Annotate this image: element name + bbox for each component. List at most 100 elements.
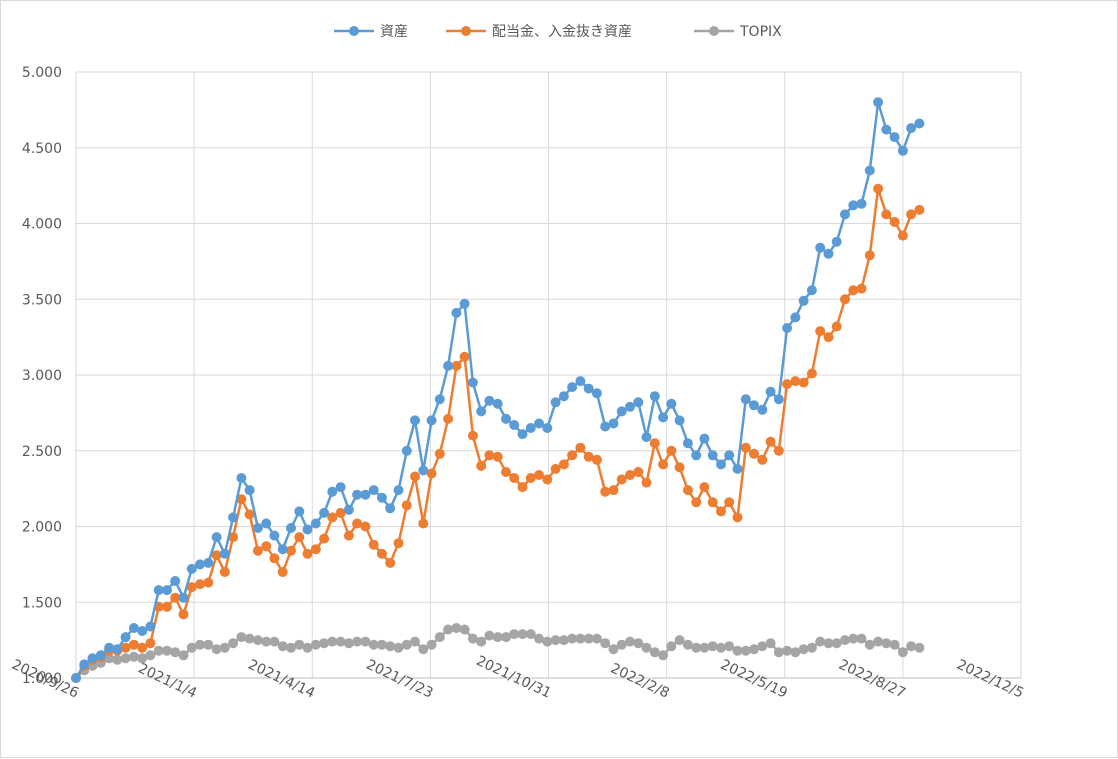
data-point [418,518,429,529]
data-point [616,406,627,417]
data-point [575,633,586,644]
data-point [368,539,379,550]
data-point [335,507,346,518]
data-point [782,645,793,656]
data-point [137,653,148,664]
data-point [749,400,759,411]
data-point [170,576,181,586]
legend-swatch-marker [709,26,719,36]
data-point [889,132,900,143]
data-point [534,418,544,429]
data-point [914,118,925,129]
data-point [740,394,751,405]
data-point [310,518,321,529]
data-point [600,638,611,649]
data-point [443,624,454,635]
data-point [211,644,222,655]
data-point [228,532,239,543]
data-point [162,601,172,612]
legend-item: TOPIX [694,24,782,40]
data-point [517,482,528,493]
data-point [104,642,115,653]
data-point [666,445,677,456]
data-point [815,636,826,647]
data-point [740,442,751,453]
data-point [798,295,809,306]
x-tick-label: 2022/5/19 [718,657,790,702]
data-point [219,567,230,577]
data-point [393,642,404,653]
series-0 [71,97,925,683]
data-point [376,548,387,559]
data-point [749,448,759,459]
data-point [567,382,578,393]
data-point [252,635,263,646]
data-point [352,489,363,500]
data-point [897,145,908,156]
data-point [128,639,139,650]
data-point [641,432,652,443]
data-point [583,451,594,462]
data-point [385,503,396,514]
data-point [95,650,106,661]
data-point [269,636,280,647]
data-point [476,460,487,471]
legend-label: 配当金、入金抜き資産 [492,24,632,40]
data-point [583,383,594,394]
series-line [74,101,921,679]
data-point [145,638,156,649]
data-point [558,635,569,646]
data-point [228,512,239,523]
data-point [128,651,139,662]
data-point [525,473,536,483]
data-point [79,659,90,670]
data-point [153,645,164,656]
data-point [525,423,536,433]
x-tick-label: 2022/8/27 [836,657,908,702]
data-point [509,420,520,430]
data-point [418,465,429,476]
legend-label: 資産 [380,24,408,40]
data-point [178,650,189,661]
data-point [831,321,842,332]
data-point [120,642,131,653]
data-point [649,391,660,402]
data-point [501,467,511,477]
data-point [633,638,644,649]
data-point [385,641,396,652]
data-point [352,636,363,647]
data-point [840,635,850,646]
data-point [343,638,354,649]
data-point [501,413,511,424]
data-point [691,497,702,508]
data-point [426,639,437,650]
data-point [633,467,644,477]
data-point [484,630,495,641]
data-point [682,485,693,496]
data-point [682,639,693,650]
data-point [782,323,793,333]
data-point [558,459,569,470]
data-point [699,482,710,493]
data-point [71,673,81,683]
x-axis-ticks: 2020/9/26 2021/1/4 2021/4/14 2021/7/23 2021/… [9,653,1026,702]
data-point [666,641,677,652]
y-tick-label: 3.500 [22,292,62,308]
data-point [451,623,462,633]
data-point [410,471,420,482]
x-tick-label: 2021/1/4 [135,661,199,702]
data-point [492,451,503,462]
data-point [211,532,222,543]
y-tick-label: 3.000 [22,368,62,384]
data-point [790,312,801,323]
data-point [137,642,148,653]
data-point [186,563,197,574]
data-point [534,633,544,644]
data-point [840,209,850,220]
data-point [286,642,296,653]
data-point [376,639,387,650]
data-point [426,468,437,479]
data-point [467,633,478,644]
data-point [674,462,685,473]
data-point [591,633,602,644]
